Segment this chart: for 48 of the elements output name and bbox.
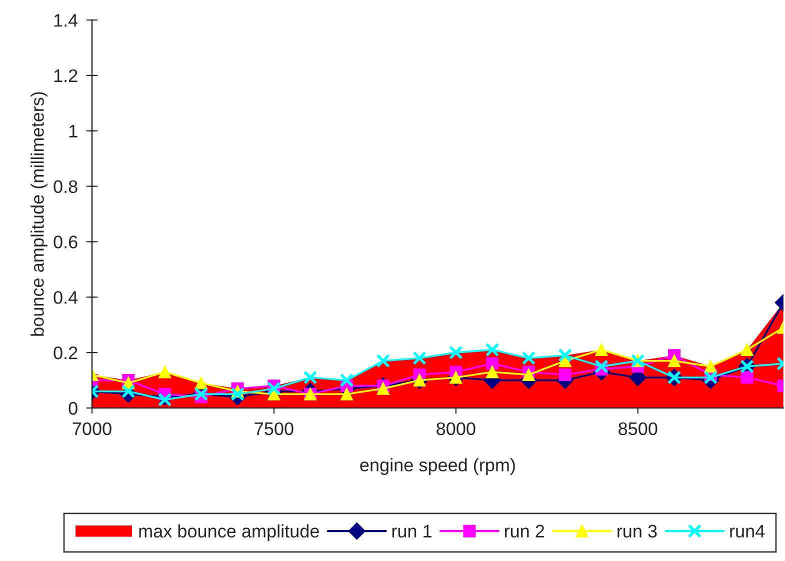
y-tick-label: 1.4 [54,14,78,27]
y-tick-label: 0 [68,402,78,415]
point [121,384,136,398]
y-tick-label: 0.2 [54,346,78,360]
point [448,346,463,360]
point [340,373,354,388]
point [158,366,172,378]
x-tick-label: 7500 [254,422,294,436]
point [485,342,500,357]
x-axis-title: engine speed (rpm) [360,458,515,475]
legend-label: max bounce amplitude [139,524,319,542]
point [668,354,681,368]
y-tick-label: 0.8 [54,180,78,194]
point [704,360,717,373]
x-tick-label: 8000 [436,422,476,436]
y-axis-title: bounce amplitude (millimeters) [30,92,48,336]
point [595,344,608,356]
point [558,368,572,381]
y-tick-label: 1 [69,124,78,138]
legend-label: run 2 [504,524,544,538]
point [486,366,499,378]
point [230,387,245,402]
legend-label: run 3 [618,524,657,538]
point [522,351,536,366]
y-tick-label: 1.2 [54,69,78,82]
y-tick-label: 0.6 [54,236,78,248]
point [522,368,535,381]
y-tick-label: 0.4 [54,291,78,304]
x-tick-label: 7000 [72,422,112,436]
point [340,388,353,400]
point [558,348,572,362]
point [376,354,390,368]
x-tick-label: 8500 [618,422,658,436]
point [303,370,318,384]
point [413,374,426,387]
point [376,382,390,395]
point [740,344,754,356]
point [267,382,281,396]
point [594,359,608,374]
point [704,370,718,384]
legend-label: run 1 [392,524,432,538]
point [158,392,172,407]
point [450,371,462,384]
point [194,376,208,390]
point [740,371,754,384]
legend-label: run4 [730,524,765,538]
point [486,357,499,370]
point [412,351,426,366]
